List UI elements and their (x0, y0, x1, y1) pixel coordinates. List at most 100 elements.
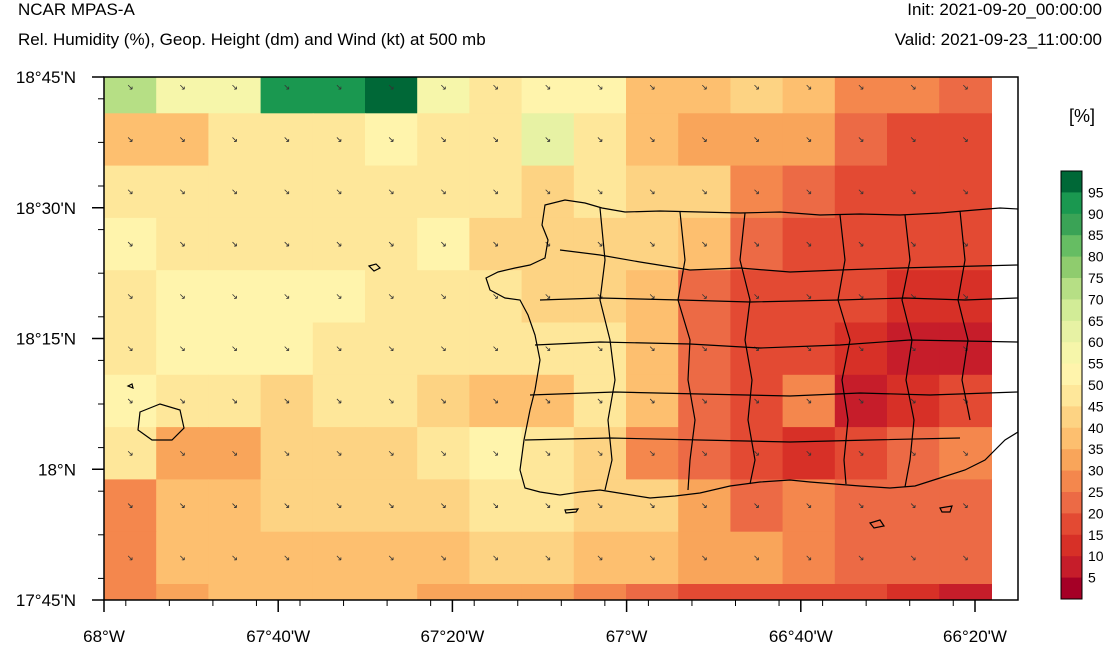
wind-arrow (493, 503, 498, 508)
wind-arrow (598, 608, 602, 612)
wind-arrow (284, 84, 290, 90)
wind-arrow (806, 398, 812, 404)
wind-arrow (649, 137, 655, 142)
wind-arrow (336, 137, 342, 142)
wind-arrow (597, 137, 603, 142)
colorbar-swatch (1061, 320, 1082, 343)
wind-arrow (545, 294, 551, 299)
wind-arrow (493, 450, 498, 456)
wind-arrow (597, 346, 603, 352)
humidity-cell (730, 77, 784, 114)
wind-arrow (597, 241, 603, 247)
wind-arrow (180, 503, 185, 508)
lon-label: 67°20'W (420, 627, 484, 646)
wind-arrow (180, 84, 185, 90)
humidity-cell (469, 77, 523, 114)
wind-arrow (910, 84, 916, 90)
humidity-cell (887, 77, 940, 114)
humidity-cell (208, 584, 262, 600)
colorbar-swatch (1061, 299, 1082, 322)
humidity-cell (887, 584, 940, 600)
lon-label: 66°20'W (943, 627, 1007, 646)
wind-arrow (702, 503, 707, 508)
wind-arrow (649, 503, 655, 508)
wind-arrow (702, 84, 707, 90)
wind-arrow (232, 555, 237, 561)
wind-arrow (441, 608, 445, 612)
wind-arrow (545, 189, 551, 195)
wind-arrow (127, 398, 133, 404)
colorbar-swatch (1061, 192, 1082, 215)
humidity-cell (573, 584, 627, 600)
humidity-cell (521, 77, 575, 114)
wind-arrow (806, 346, 812, 352)
wind-arrow (284, 294, 290, 299)
wind-arrow (284, 137, 290, 142)
wind-arrow (388, 555, 394, 561)
puerto-rico-outline (485, 199, 1018, 499)
wind-arrow (858, 294, 864, 299)
wind-arrow (232, 346, 237, 352)
colorbar-label: 20 (1088, 505, 1104, 521)
wind-arrow (337, 608, 341, 612)
humidity-cell (208, 77, 262, 114)
wind-arrow (754, 555, 759, 561)
wind-arrow (858, 555, 864, 561)
colorbar-swatch (1061, 470, 1082, 493)
wind-arrow (597, 555, 603, 561)
wind-arrow (180, 241, 185, 247)
colorbar-unit: [%] (1069, 106, 1095, 126)
wind-arrow (649, 241, 655, 247)
wind-arrow (232, 137, 237, 142)
colorbar-label: 70 (1088, 291, 1104, 307)
wind-arrow (911, 608, 915, 612)
wind-arrow (127, 450, 133, 456)
humidity-cell (626, 584, 679, 600)
wind-arrow (702, 346, 707, 352)
colorbar-swatch (1061, 577, 1082, 600)
wind-arrow (545, 503, 551, 508)
wind-arrow (545, 555, 551, 561)
humidity-cell (626, 77, 679, 114)
colorbar-frame (1060, 170, 1083, 600)
humidity-cell (834, 77, 888, 114)
wind-arrow (233, 608, 237, 612)
colorbar-swatch (1061, 556, 1082, 578)
wind-arrow (754, 503, 759, 508)
humidity-cell (104, 584, 157, 600)
valid-time: Valid: 2021-09-23_11:00:00 (894, 30, 1102, 49)
wind-arrow (910, 241, 916, 247)
wind-arrow (388, 84, 394, 90)
wind-arrow (493, 241, 498, 247)
lon-label: 67°W (606, 627, 648, 646)
colorbar-swatch (1061, 171, 1082, 193)
colorbar-swatch (1061, 256, 1082, 279)
wind-arrow (649, 294, 655, 299)
wind-arrow (493, 189, 498, 195)
wind-arrow (388, 137, 394, 142)
humidity-cell (156, 584, 209, 600)
colorbar-swatch (1061, 449, 1082, 471)
wind-arrow (388, 450, 394, 456)
wind-arrow (858, 346, 864, 352)
wind-arrow (597, 189, 603, 195)
wind-arrow (858, 137, 864, 142)
wind-arrow (232, 398, 237, 404)
wind-arrow (545, 450, 551, 456)
wind-arrow (649, 555, 655, 561)
colorbar-label: 5 (1088, 570, 1096, 586)
colorbar-label: 35 (1088, 441, 1104, 457)
wind-arrow (388, 346, 394, 352)
colorbar-swatch (1061, 534, 1082, 557)
humidity-cell (939, 584, 992, 600)
lat-label: 18°N (38, 460, 76, 479)
colorbar-swatch (1061, 235, 1082, 257)
wind-arrow (545, 398, 551, 404)
wind-arrow (180, 450, 185, 456)
colorbar-label: 90 (1088, 206, 1104, 222)
humidity-cell (730, 584, 784, 600)
model-title: NCAR MPAS-A (18, 0, 135, 19)
wind-arrow (597, 84, 603, 90)
wind-arrow (127, 555, 133, 561)
wind-arrow (806, 241, 812, 247)
